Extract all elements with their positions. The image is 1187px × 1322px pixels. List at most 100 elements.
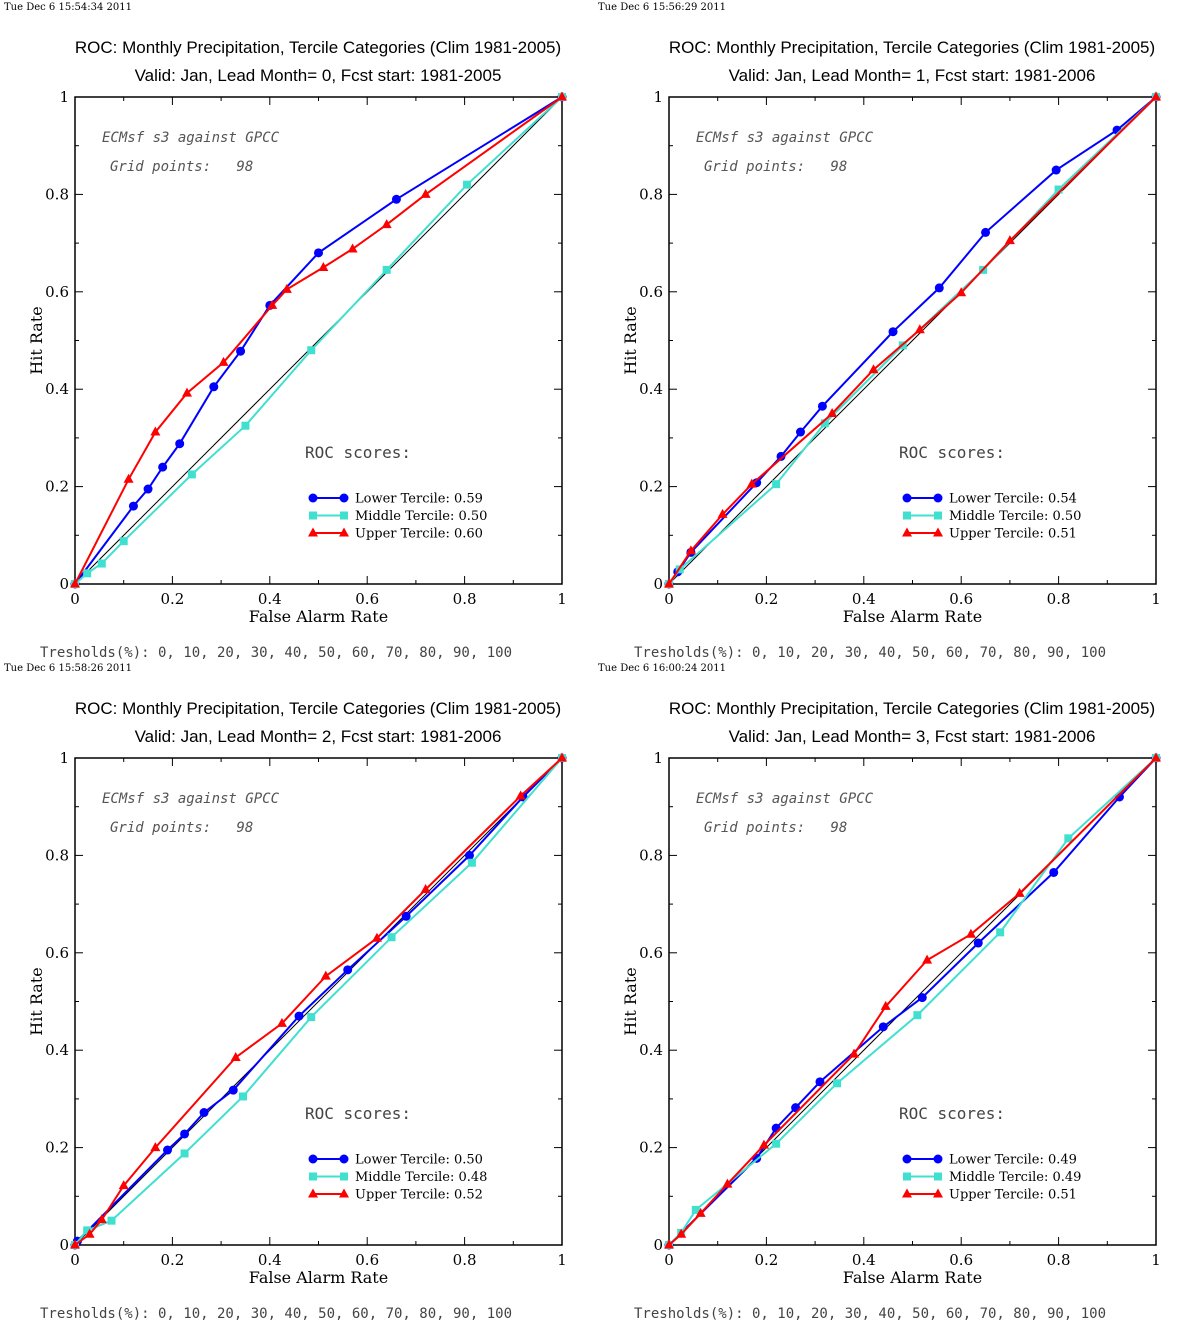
data-point bbox=[772, 1139, 781, 1148]
data-point bbox=[746, 478, 757, 488]
data-point bbox=[1051, 165, 1061, 175]
data-point bbox=[182, 387, 193, 397]
data-point bbox=[187, 470, 196, 479]
y-tick-label: 0.8 bbox=[639, 185, 663, 203]
data-point bbox=[228, 1085, 238, 1095]
series-line bbox=[74, 96, 563, 585]
legend-label: Upper Tercile: 0.52 bbox=[355, 1188, 483, 1203]
legend-item: Middle Tercile: 0.48 bbox=[309, 1170, 487, 1185]
legend-marker bbox=[933, 1154, 943, 1164]
data-point bbox=[318, 261, 329, 271]
y-tick-label: 0.2 bbox=[639, 478, 663, 496]
data-point bbox=[880, 1000, 891, 1010]
y-tick-label: 0.2 bbox=[45, 1139, 69, 1157]
legend-marker bbox=[339, 493, 349, 503]
data-point bbox=[118, 1180, 129, 1190]
legend-label: Middle Tercile: 0.50 bbox=[355, 509, 487, 524]
legend-label: Upper Tercile: 0.51 bbox=[949, 1188, 1077, 1203]
legend-marker bbox=[933, 527, 943, 537]
series-upper-tercile bbox=[664, 91, 1161, 588]
data-point bbox=[307, 346, 316, 355]
legend-label: Lower Tercile: 0.59 bbox=[355, 492, 483, 507]
legend-marker bbox=[902, 527, 912, 537]
x-tick-label: 0.8 bbox=[453, 1251, 477, 1269]
data-point bbox=[123, 473, 134, 483]
chart-subtitle: Valid: Jan, Lead Month= 2, Fcst start: 1… bbox=[135, 727, 502, 746]
legend-item: Upper Tercile: 0.51 bbox=[902, 1188, 1077, 1203]
data-point bbox=[922, 954, 933, 964]
annotation-grid-points: Grid points: 98 bbox=[110, 820, 253, 836]
chart-title: ROC: Monthly Precipitation, Tercile Cate… bbox=[669, 38, 1155, 57]
data-point bbox=[981, 227, 991, 237]
x-tick-label: 0 bbox=[70, 590, 80, 608]
data-point bbox=[557, 752, 567, 762]
y-tick-label: 1 bbox=[59, 88, 69, 106]
x-tick-label: 0.2 bbox=[754, 590, 778, 608]
data-point bbox=[199, 1108, 209, 1118]
y-tick-label: 0.4 bbox=[639, 1041, 663, 1059]
data-point bbox=[128, 501, 138, 511]
data-point bbox=[515, 790, 526, 800]
data-point bbox=[84, 1228, 95, 1238]
x-axis-label: False Alarm Rate bbox=[843, 607, 982, 626]
legend-item: Middle Tercile: 0.50 bbox=[903, 509, 1081, 524]
data-point bbox=[150, 1142, 161, 1152]
data-point bbox=[343, 965, 353, 975]
x-tick-label: 1 bbox=[1151, 590, 1161, 608]
legend-label: Lower Tercile: 0.50 bbox=[355, 1153, 483, 1168]
data-point bbox=[347, 243, 358, 253]
data-point bbox=[387, 933, 396, 942]
legend-marker bbox=[933, 493, 943, 503]
data-point bbox=[464, 850, 474, 860]
timestamp: Tue Dec 6 15:54:34 2011 bbox=[4, 2, 132, 13]
data-point bbox=[163, 1145, 173, 1155]
x-tick-label: 0.4 bbox=[852, 590, 876, 608]
data-point bbox=[849, 1048, 860, 1058]
data-point bbox=[965, 928, 976, 938]
annotation-model: ECMsf s3 against GPCC bbox=[696, 791, 874, 807]
data-point bbox=[776, 451, 786, 461]
legend-label: Lower Tercile: 0.54 bbox=[949, 492, 1077, 507]
x-tick-label: 0.4 bbox=[258, 590, 282, 608]
x-tick-label: 0 bbox=[70, 1251, 80, 1269]
thresholds-text: Tresholds(%): 0, 10, 20, 30, 40, 50, 60,… bbox=[40, 645, 512, 661]
x-tick-label: 1 bbox=[557, 590, 567, 608]
data-point bbox=[218, 356, 229, 366]
data-point bbox=[420, 883, 431, 893]
legend-item: Middle Tercile: 0.50 bbox=[309, 509, 487, 524]
timestamp: Tue Dec 6 15:58:26 2011 bbox=[4, 663, 132, 674]
x-axis-label: False Alarm Rate bbox=[249, 1268, 388, 1287]
roc-panel-lead-0: Tue Dec 6 15:54:34 2011 ROC: Monthly Prec… bbox=[0, 0, 594, 661]
legend-item: Upper Tercile: 0.51 bbox=[902, 527, 1077, 542]
roc-panel-lead-2: Tue Dec 6 15:58:26 2011 ROC: Monthly Prec… bbox=[0, 661, 594, 1322]
data-point bbox=[722, 1178, 733, 1188]
diagonal-line bbox=[74, 96, 563, 585]
legend-marker bbox=[308, 493, 318, 503]
thresholds-text: Tresholds(%): 0, 10, 20, 30, 40, 50, 60,… bbox=[634, 645, 1106, 661]
data-point bbox=[664, 1239, 674, 1249]
x-tick-label: 0.4 bbox=[258, 1251, 282, 1269]
annotation-model: ECMsf s3 against GPCC bbox=[696, 130, 874, 146]
data-point bbox=[107, 1216, 116, 1225]
y-tick-label: 1 bbox=[653, 749, 663, 767]
x-tick-label: 0.2 bbox=[160, 590, 184, 608]
x-tick-label: 1 bbox=[1151, 1251, 1161, 1269]
data-point bbox=[96, 1214, 107, 1224]
timestamp: Tue Dec 6 16:00:24 2011 bbox=[598, 663, 726, 674]
legend-marker bbox=[933, 1188, 943, 1198]
chart-title: ROC: Monthly Precipitation, Tercile Cate… bbox=[75, 38, 561, 57]
data-point bbox=[294, 1011, 304, 1021]
data-point bbox=[956, 287, 967, 297]
data-point bbox=[158, 462, 168, 472]
x-tick-label: 0.8 bbox=[1047, 590, 1071, 608]
thresholds-text: Tresholds(%): 0, 10, 20, 30, 40, 50, 60,… bbox=[40, 1306, 512, 1322]
x-tick-label: 0.6 bbox=[355, 1251, 379, 1269]
data-point bbox=[83, 1226, 92, 1235]
data-point bbox=[815, 1077, 825, 1087]
roc-chart-svg: Tue Dec 6 15:58:26 2011 ROC: Monthly Prec… bbox=[4, 663, 567, 1322]
legend-marker bbox=[339, 527, 349, 537]
diagonal-line bbox=[74, 757, 563, 1246]
legend-marker bbox=[309, 1172, 317, 1181]
x-tick-label: 0.2 bbox=[160, 1251, 184, 1269]
data-point bbox=[1151, 91, 1161, 101]
